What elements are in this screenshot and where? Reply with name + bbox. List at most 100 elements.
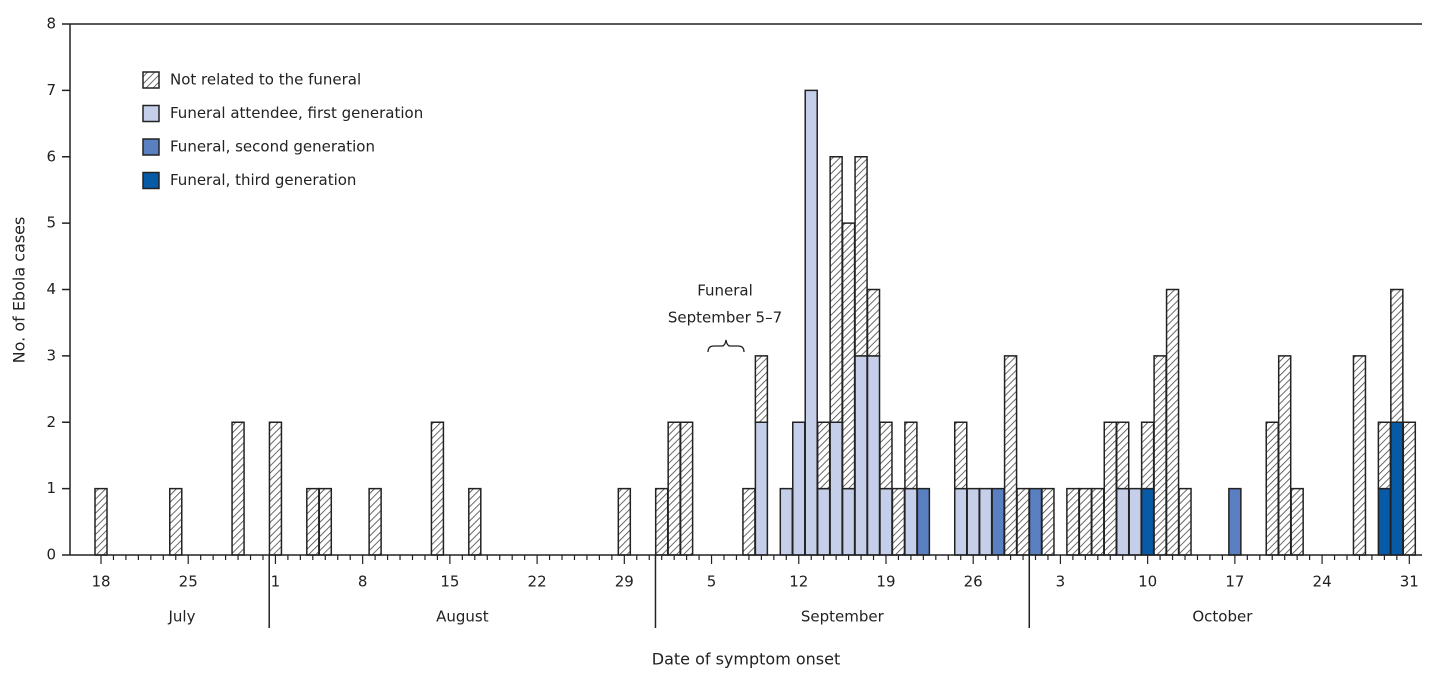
bar-segment: [1028, 487, 1043, 556]
legend-label: Not related to the funeral: [170, 71, 361, 89]
bar-segment: [679, 421, 694, 556]
bar-segment: [654, 487, 669, 556]
month-label: September: [801, 608, 885, 626]
x-tick-label: 12: [789, 573, 808, 591]
legend-label: Funeral attendee, first generation: [170, 104, 423, 122]
bar-segment: [891, 487, 906, 556]
x-tick-label: 10: [1138, 573, 1157, 591]
bar-segment: [754, 421, 769, 556]
bar-segment: [854, 355, 868, 556]
bar-segment: [94, 487, 108, 556]
y-tick-label: 5: [46, 214, 56, 232]
bar-segment: [953, 487, 968, 556]
legend-swatch: [142, 138, 160, 156]
bar-segment: [1290, 487, 1304, 556]
bar-segment: [829, 421, 843, 556]
bar-segment: [1066, 487, 1080, 556]
bar-segment: [1352, 355, 1367, 556]
bar-segment: [866, 288, 881, 357]
x-tick-label: 5: [707, 573, 717, 591]
y-tick-label: 3: [46, 346, 56, 364]
bar-segment: [904, 421, 918, 490]
x-tick-label: 24: [1313, 573, 1332, 591]
x-tick-label: 19: [876, 573, 895, 591]
x-tick-label: 8: [358, 573, 368, 591]
bar-segment: [953, 421, 968, 490]
bar-segment: [966, 487, 980, 556]
bar-segment: [318, 487, 333, 556]
bar-segment: [991, 487, 1005, 556]
bar-segment: [1078, 487, 1093, 556]
bar-segment: [1277, 355, 1292, 556]
y-tick-label: 1: [46, 479, 56, 497]
bar-segment: [904, 487, 918, 556]
x-tick-label: 29: [615, 573, 634, 591]
x-tick-label: 1: [271, 573, 281, 591]
bar-segment: [1140, 487, 1155, 556]
bar-segment: [1115, 421, 1130, 490]
bar-segment: [742, 487, 756, 556]
bar-segment: [667, 421, 681, 556]
y-tick-label: 4: [46, 280, 56, 298]
legend-label: Funeral, third generation: [170, 171, 356, 189]
bar-segment: [1377, 421, 1392, 490]
bar-segment: [1128, 487, 1142, 556]
month-label: October: [1192, 608, 1253, 626]
bar-segment: [1390, 288, 1404, 423]
bar-segment: [779, 487, 794, 556]
bar-segment: [306, 487, 320, 556]
bar-segment: [829, 156, 843, 423]
month-label: August: [436, 608, 489, 626]
bar-segment: [468, 487, 482, 556]
bar-segment: [430, 421, 445, 556]
bar-segment: [841, 487, 856, 556]
bar-segment: [792, 421, 806, 556]
bar-segment: [879, 487, 893, 556]
x-tick-label: 15: [440, 573, 459, 591]
x-tick-label: 17: [1225, 573, 1244, 591]
annotation-text: Funeral: [697, 282, 753, 300]
legend-label: Funeral, second generation: [170, 138, 375, 156]
y-tick-label: 7: [46, 81, 56, 99]
bar-segment: [1228, 487, 1242, 556]
x-tick-label: 25: [179, 573, 198, 591]
bar-segment: [1165, 288, 1180, 556]
bar-segment: [1115, 487, 1130, 556]
bar-segment: [1016, 487, 1030, 556]
bar-segment: [978, 487, 993, 556]
bar-segment: [866, 355, 881, 556]
bar-segment: [1178, 487, 1192, 556]
bar-segment: [1390, 421, 1404, 556]
y-tick-label: 8: [46, 15, 56, 33]
brace: [707, 339, 745, 353]
x-tick-label: 31: [1400, 573, 1419, 591]
bar-segment: [1140, 421, 1155, 490]
bar-segment: [816, 487, 831, 556]
bar-segment: [617, 487, 632, 556]
x-tick-label: 18: [91, 573, 110, 591]
legend-swatch: [142, 171, 160, 190]
x-tick-label: 3: [1056, 573, 1066, 591]
x-tick-label: 26: [964, 573, 983, 591]
bar-segment: [804, 89, 818, 556]
bar-segment: [231, 421, 245, 556]
x-axis-title: Date of symptom onset: [652, 650, 841, 669]
bar-segment: [1041, 487, 1055, 556]
legend-swatch: [142, 71, 160, 89]
bar-segment: [754, 355, 769, 423]
bar-segment: [916, 487, 931, 556]
bar-segment: [879, 421, 893, 490]
legend-swatch: [142, 104, 160, 123]
bar-segment: [268, 421, 283, 556]
bar-segment: [841, 222, 856, 490]
bar-segment: [1377, 487, 1392, 556]
bar-segment: [1103, 421, 1118, 556]
y-tick-label: 2: [46, 413, 56, 431]
x-tick-label: 22: [528, 573, 547, 591]
bar-segment: [368, 487, 382, 556]
bar-segment: [1402, 421, 1417, 556]
month-label: July: [167, 608, 195, 626]
bar-segment: [816, 421, 831, 490]
annotation: Funeral September 5–7: [668, 282, 782, 353]
